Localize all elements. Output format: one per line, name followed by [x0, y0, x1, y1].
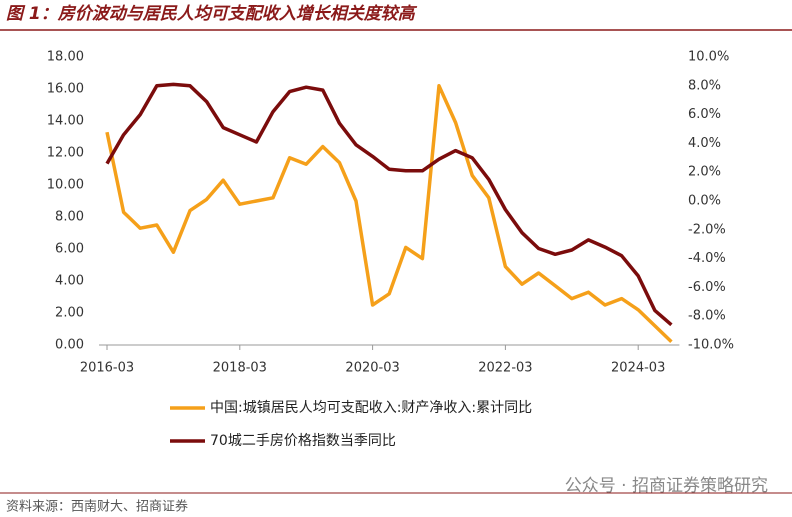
- y2-tick-label: -2.0%: [688, 222, 726, 237]
- watermark: 公众号 · 招商证券策略研究: [565, 476, 768, 496]
- y2-tick-label: 10.0%: [688, 50, 729, 65]
- y-tick-label: 12.00: [47, 146, 84, 161]
- y2-tick-label: -4.0%: [688, 251, 726, 266]
- y-tick-label: 6.00: [55, 242, 84, 257]
- y-tick-label: 8.00: [55, 210, 84, 225]
- x-tick-label: 2016-03: [80, 361, 134, 376]
- y-tick-label: 16.00: [47, 82, 84, 97]
- x-tick-label: 2024-03: [611, 361, 665, 376]
- y-tick-label: 4.00: [55, 274, 84, 289]
- y-tick-label: 0.00: [55, 338, 84, 353]
- y2-tick-label: -8.0%: [688, 309, 726, 324]
- y2-tick-label: 6.0%: [688, 107, 721, 122]
- x-tick-label: 2018-03: [213, 361, 267, 376]
- y2-tick-label: 0.0%: [688, 194, 721, 209]
- y2-tick-label: 4.0%: [688, 136, 721, 151]
- y-tick-label: 10.00: [47, 178, 84, 193]
- y2-tick-label: 2.0%: [688, 165, 721, 180]
- legend-label: 70城二手房价格指数当季同比: [210, 433, 396, 449]
- x-tick-label: 2020-03: [345, 361, 399, 376]
- y2-tick-label: -6.0%: [688, 280, 726, 295]
- source: 资料来源：西南财大、招商证券: [6, 499, 188, 515]
- y2-tick-label: -10.0%: [688, 338, 734, 353]
- series-line: [105, 82, 673, 327]
- y-tick-label: 18.00: [47, 50, 84, 65]
- y-tick-label: 2.00: [55, 306, 84, 321]
- series-line: [105, 84, 673, 344]
- x-tick-label: 2022-03: [478, 361, 532, 376]
- y2-tick-label: 8.0%: [688, 78, 721, 93]
- legend-label: 中国:城镇居民人均可支配收入:财产净收入:累计同比: [210, 400, 532, 416]
- y-tick-label: 14.00: [47, 114, 84, 129]
- chart-title: 图 1：房价波动与居民人均可支配收入增长相关度较高: [6, 4, 418, 24]
